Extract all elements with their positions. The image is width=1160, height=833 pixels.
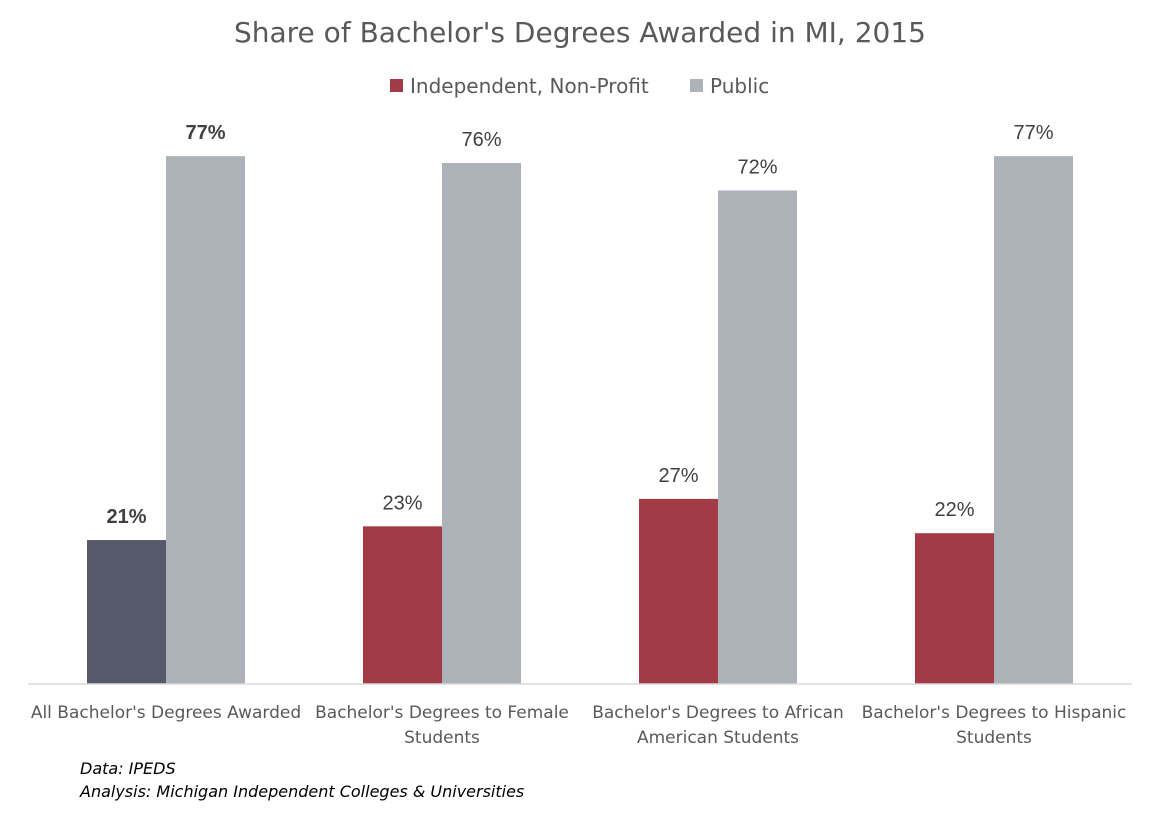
bar-independent-2 — [639, 498, 718, 684]
data-label-public-0: 77% — [185, 122, 225, 144]
category-label-3-line-1: Students — [956, 728, 1032, 748]
category-label-3-line-0: Bachelor's Degrees to Hispanic — [862, 703, 1127, 723]
bar-public-3 — [994, 156, 1073, 685]
bar-groups — [87, 156, 1073, 685]
category-label-1-line-1: Students — [404, 728, 480, 748]
bar-independent-0 — [87, 540, 166, 684]
data-label-public-1: 76% — [461, 129, 501, 151]
data-source-note: Data: IPEDS — [80, 759, 176, 778]
data-label-independent-3: 22% — [934, 499, 974, 521]
chart-legend: Independent, Non-Profit Public — [390, 74, 769, 98]
category-label-1-line-0: Bachelor's Degrees to Female — [315, 703, 569, 723]
chart-title: Share of Bachelor's Degrees Awarded in M… — [234, 16, 926, 49]
category-labels: All Bachelor's Degrees Awarded Bachelor's… — [31, 703, 1127, 748]
legend-label-independent: Independent, Non-Profit — [410, 74, 649, 98]
data-label-independent-0: 21% — [106, 506, 146, 528]
data-label-public-3: 77% — [1013, 122, 1053, 144]
analysis-credit-note: Analysis: Michigan Independent Colleges … — [80, 782, 525, 801]
bar-public-2 — [718, 190, 797, 684]
bar-public-0 — [166, 156, 245, 685]
data-label-independent-1: 23% — [382, 492, 422, 514]
bar-independent-1 — [363, 526, 442, 684]
legend-swatch-public — [690, 79, 703, 92]
category-label-0-line-0: All Bachelor's Degrees Awarded — [31, 703, 301, 723]
data-label-public-2: 72% — [737, 156, 777, 178]
bar-public-1 — [442, 163, 521, 684]
legend-label-public: Public — [710, 74, 769, 98]
category-label-2-line-0: Bachelor's Degrees to African — [592, 703, 844, 723]
bar-independent-3 — [915, 533, 994, 684]
data-labels: 21% 77% 23% 76% 27% 72% 22% 77% — [106, 122, 1053, 528]
category-label-2-line-1: American Students — [637, 728, 799, 748]
data-label-independent-2: 27% — [658, 465, 698, 487]
legend-swatch-independent — [390, 79, 403, 92]
